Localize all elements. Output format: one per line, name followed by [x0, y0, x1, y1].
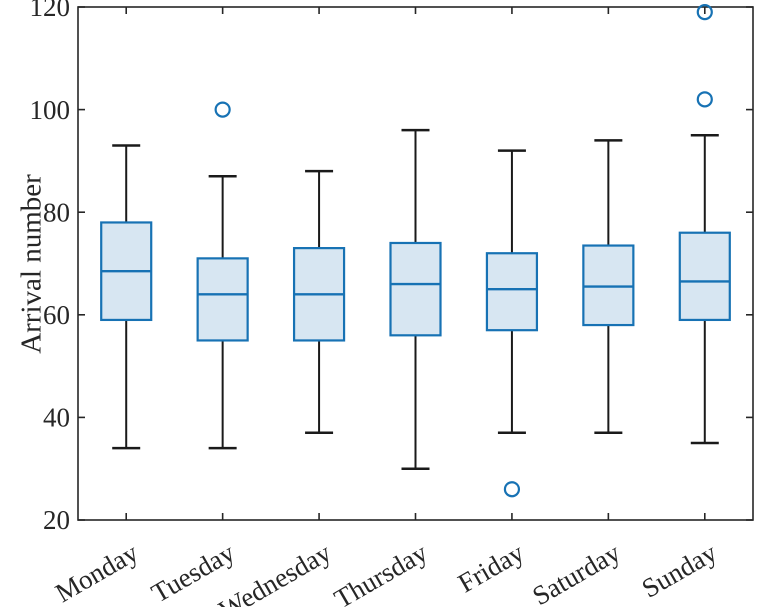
category-label: Wednesday: [214, 537, 337, 607]
category-label: Sunday: [637, 537, 723, 604]
box: [196, 257, 249, 342]
y-tick-label: 100: [30, 95, 71, 125]
category-label: Friday: [453, 537, 529, 598]
outlier-point: [214, 101, 231, 118]
y-tick-label: 120: [30, 0, 71, 22]
outlier-point: [503, 481, 521, 498]
box: [389, 241, 442, 337]
category-label: Thursday: [329, 537, 433, 607]
box: [582, 244, 635, 327]
y-tick-label: 20: [43, 505, 70, 535]
box: [485, 252, 539, 332]
box: [678, 231, 731, 322]
outlier-point: [696, 4, 713, 21]
y-tick-label: 60: [43, 300, 70, 330]
y-tick-label: 40: [43, 403, 70, 433]
outlier-point: [696, 91, 713, 108]
category-label: Saturday: [527, 537, 626, 607]
y-tick-label: 80: [43, 197, 70, 227]
category-label: Monday: [50, 537, 143, 607]
